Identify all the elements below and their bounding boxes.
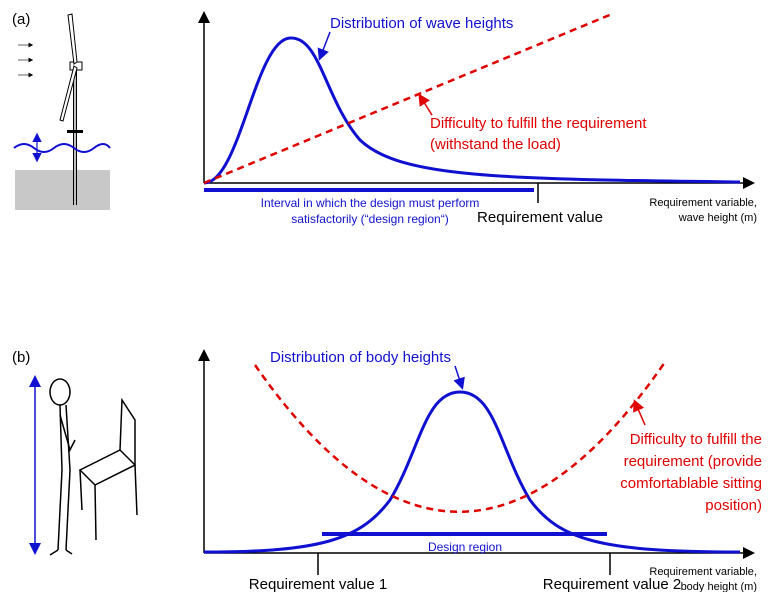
requirement-label: Requirement value 2 — [543, 576, 681, 592]
axis-label: wave height (m) — [678, 212, 757, 224]
region-label: Design region — [428, 540, 502, 554]
distribution-label: Distribution of wave heights — [330, 15, 513, 32]
difficulty-label: comfortablable sitting — [620, 475, 762, 492]
arrow — [455, 366, 462, 387]
axis-label: body height (m) — [681, 581, 757, 592]
panel-label: (a) — [12, 11, 30, 28]
axis-label: Requirement variable, — [649, 197, 757, 209]
person-illustration — [35, 378, 137, 555]
distribution-curve — [204, 38, 740, 183]
difficulty-label: Difficulty to fulfill the requirement — [430, 115, 647, 132]
turbine-illustration — [14, 14, 110, 210]
region-label: Interval in which the design must perfor… — [261, 196, 480, 210]
arrow — [420, 96, 432, 115]
difficulty-line — [204, 14, 612, 183]
panel-label: (b) — [12, 349, 30, 366]
figure: (a) Distribution of wave heights Difficu… — [0, 0, 772, 592]
difficulty-label: requirement (provide — [624, 453, 762, 470]
axis-label: Requirement variable, — [649, 566, 757, 578]
difficulty-label: (withstand the load) — [430, 136, 561, 153]
arrow — [635, 402, 645, 425]
requirement-label: Requirement value — [477, 209, 603, 226]
distribution-label: Distribution of body heights — [270, 349, 451, 366]
difficulty-label: Difficulty to fulfill the — [630, 431, 762, 448]
difficulty-curve — [255, 362, 665, 512]
distribution-curve — [204, 392, 740, 552]
arrow — [320, 32, 330, 58]
difficulty-label: position) — [705, 497, 762, 514]
requirement-label: Requirement value 1 — [249, 576, 387, 592]
region-label: satisfactorily (“design region“) — [291, 212, 448, 226]
